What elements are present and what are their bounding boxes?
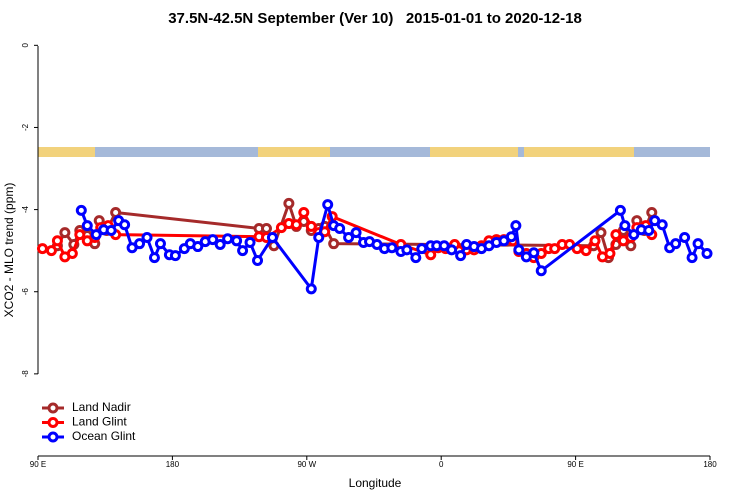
data-point (455, 250, 467, 262)
data-point (207, 234, 219, 246)
x-tick-label: 90 W (297, 460, 316, 469)
y-tick-label: 0 (21, 43, 30, 48)
legend-marker (47, 431, 59, 443)
data-point (686, 252, 698, 264)
data-point (134, 238, 146, 250)
data-point (192, 241, 204, 253)
data-point (51, 235, 63, 247)
data-point (298, 206, 310, 218)
legend-label: Land Glint (72, 415, 127, 429)
data-point (589, 235, 601, 247)
legend-item: Land Nadir (42, 400, 131, 414)
legend-marker (47, 417, 59, 428)
data-point (692, 238, 704, 250)
x-tick-label: 0 (439, 460, 444, 469)
data-point (252, 255, 264, 267)
data-point (328, 238, 340, 250)
data-point (75, 204, 87, 216)
data-point (305, 283, 317, 295)
data-point (237, 245, 249, 257)
data-point (148, 252, 160, 264)
data-point (656, 219, 668, 231)
y-tick-label: -4 (21, 205, 30, 213)
data-point (619, 220, 631, 232)
legend-item: Land Glint (42, 415, 127, 429)
legend-label: Land Nadir (72, 400, 131, 414)
data-point (105, 225, 117, 237)
data-point (222, 233, 234, 245)
data-point (535, 265, 547, 277)
data-point (410, 252, 422, 264)
data-point (66, 248, 78, 260)
data-point (90, 229, 102, 241)
x-tick-label: 90 E (567, 460, 583, 469)
data-point (283, 197, 295, 209)
data-point (643, 225, 655, 237)
x-tick-label: 90 E (30, 460, 46, 469)
chart-title: 37.5N-42.5N September (Ver 10) 2015-01-0… (168, 10, 582, 27)
data-point (343, 232, 355, 244)
data-point (528, 247, 540, 259)
data-point (290, 219, 302, 231)
data-point (701, 248, 713, 260)
data-point (322, 199, 334, 211)
data-point (580, 245, 592, 257)
data-point (214, 239, 226, 250)
data-point (670, 238, 682, 250)
y-tick-label: -2 (21, 123, 30, 131)
data-point (59, 227, 71, 239)
data-point (45, 245, 57, 257)
data-point (305, 220, 317, 232)
legend-item: Ocean Glint (42, 429, 136, 443)
data-point (169, 250, 181, 262)
x-axis-label: Longitude (349, 476, 402, 490)
data-point (425, 249, 437, 261)
y-axis-label: XCO2 - MLO trend (ppm) (2, 183, 16, 318)
data-point (260, 222, 272, 234)
y-tick-label: -8 (21, 370, 30, 378)
data-point (334, 222, 346, 234)
data-point (510, 220, 522, 232)
data-point (386, 242, 398, 254)
data-point (628, 229, 640, 241)
data-point (119, 219, 131, 231)
data-point (231, 235, 243, 247)
data-point (614, 204, 626, 216)
x-tick-label: 180 (703, 460, 717, 469)
data-point (416, 243, 428, 255)
data-point (679, 232, 691, 244)
map-strip (38, 147, 710, 157)
y-tick-label: -6 (21, 288, 30, 296)
data-point (350, 227, 362, 239)
data-point (36, 243, 48, 255)
data-point (313, 232, 325, 244)
data-point (266, 232, 278, 244)
data-point (244, 236, 256, 248)
data-point (513, 244, 525, 256)
data-point (446, 244, 458, 256)
data-point (595, 227, 607, 239)
data-point (610, 229, 622, 241)
data-point (141, 232, 153, 244)
data-point (74, 229, 86, 241)
data-point (154, 238, 166, 250)
x-tick-label: 180 (166, 460, 180, 469)
data-point (604, 248, 616, 260)
legend-marker (47, 402, 59, 414)
legend-label: Ocean Glint (72, 429, 136, 443)
data-point (505, 231, 517, 243)
data-point (401, 244, 413, 256)
data-point (81, 220, 93, 232)
